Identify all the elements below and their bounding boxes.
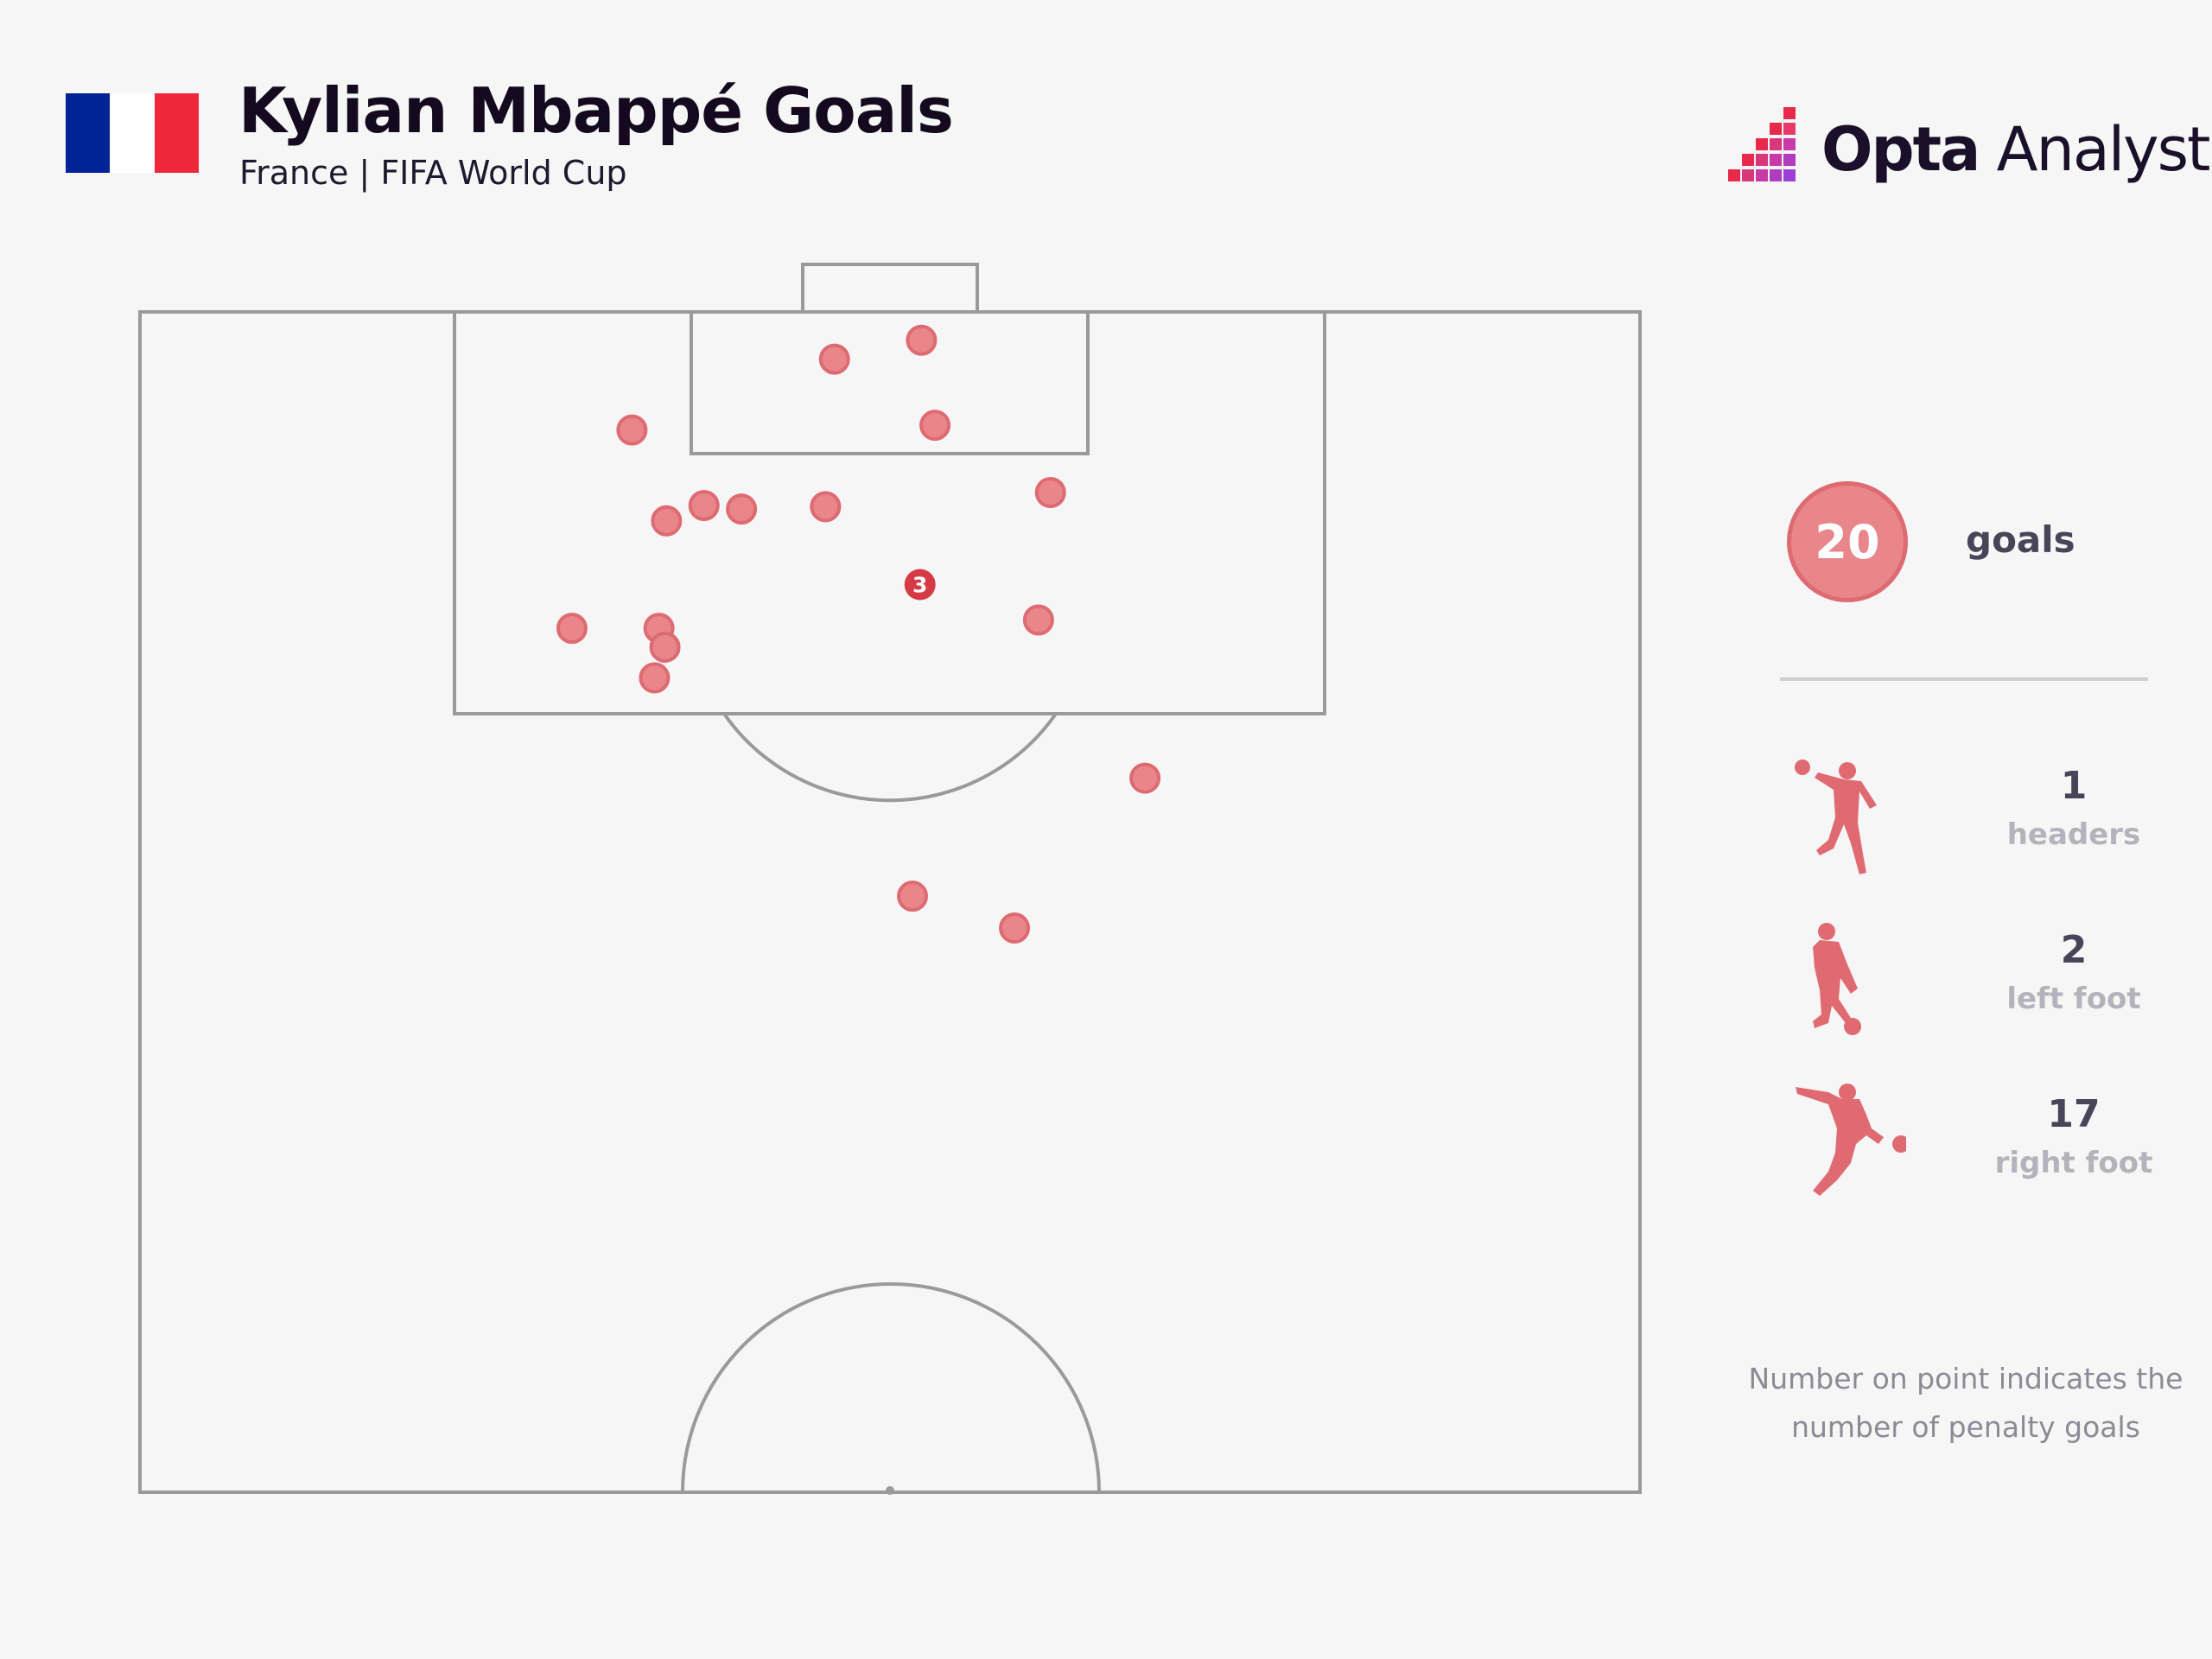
opta-logo-mark-icon <box>1728 107 1796 181</box>
france-flag <box>66 93 199 173</box>
centre-spot <box>886 1486 894 1495</box>
goal-shot-point <box>906 324 938 356</box>
six-yard-box <box>690 310 1090 455</box>
goal-shot-point <box>1129 762 1161 794</box>
stat-headers: 1 headers <box>1780 752 2177 890</box>
goal-shot-point <box>1034 476 1066 508</box>
stat-left-foot: 2 left foot <box>1780 916 2177 1054</box>
centre-circle <box>681 1282 1101 1493</box>
headers-label: headers <box>2006 817 2141 852</box>
left-foot-player-icon <box>1813 923 1861 1035</box>
left-foot-value: 2 <box>2060 928 2088 972</box>
penalty-box <box>453 310 1326 715</box>
goal-shot-point <box>810 491 842 523</box>
goal-shot-point <box>649 631 681 663</box>
headers-value: 1 <box>2060 764 2088 808</box>
pitch-lines <box>138 263 1642 1494</box>
goal-shot-point <box>818 343 850 375</box>
goal-shot-point <box>556 613 588 645</box>
right-foot-label: right foot <box>1994 1146 2153 1180</box>
goal-shot-point <box>919 410 951 442</box>
chart-subtitle: France | FIFA World Cup <box>239 154 627 192</box>
goal-shot-point <box>616 414 648 446</box>
left-foot-label: left foot <box>2006 982 2141 1016</box>
header-player-icon <box>1795 760 1877 874</box>
right-foot-value: 17 <box>2047 1092 2101 1136</box>
goal-shot-point <box>726 493 758 525</box>
total-goals-badge: 20 <box>1787 481 1908 602</box>
flag-stripe-red <box>154 93 199 173</box>
right-foot-player-icon <box>1796 1084 1906 1196</box>
logo-brand: Opta <box>1821 114 1980 185</box>
opta-analyst-logo: Opta Analyst <box>1725 104 2211 199</box>
flag-stripe-white <box>110 93 155 173</box>
shot-points: 3 <box>556 324 1161 944</box>
goal-shot-point <box>897 880 929 912</box>
penalty-arc <box>722 712 1058 803</box>
goal-shot-point <box>651 505 683 537</box>
pitch-outline <box>138 310 1642 1494</box>
chart-title: Kylian Mbappé Goals <box>238 74 954 147</box>
goal-shot-point <box>999 912 1031 944</box>
goal-shot-point <box>639 662 671 694</box>
flag-stripe-blue <box>66 93 111 173</box>
goal-shot-point <box>688 490 720 522</box>
penalty-note: Number on point indicates the number of … <box>1748 1362 2183 1444</box>
penalty-count-label: 3 <box>912 573 927 598</box>
goal-shot-point <box>1022 604 1054 636</box>
logo-product: Analyst <box>1979 114 2211 185</box>
total-goals-label: goals <box>1966 518 2075 561</box>
penalty-shot-point <box>904 569 936 601</box>
summary-divider <box>1780 677 2148 681</box>
logo-text: Opta Analyst <box>1821 114 2211 185</box>
stat-right-foot: 17 right foot <box>1780 1080 2177 1218</box>
goal <box>801 263 979 314</box>
